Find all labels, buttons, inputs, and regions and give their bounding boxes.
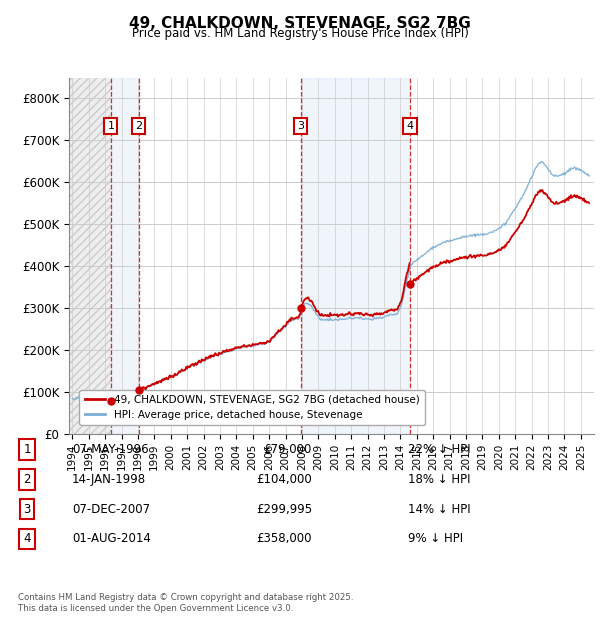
Text: 07-DEC-2007: 07-DEC-2007	[72, 503, 150, 515]
Text: 01-AUG-2014: 01-AUG-2014	[72, 533, 151, 545]
Text: 4: 4	[23, 533, 31, 545]
Text: 14% ↓ HPI: 14% ↓ HPI	[408, 503, 470, 515]
Text: 1: 1	[23, 443, 31, 456]
Text: 1: 1	[107, 121, 115, 131]
Text: 4: 4	[406, 121, 413, 131]
Bar	[301, 78, 410, 434]
Text: £79,000: £79,000	[263, 443, 312, 456]
Text: Price paid vs. HM Land Registry's House Price Index (HPI): Price paid vs. HM Land Registry's House …	[131, 27, 469, 40]
Text: £358,000: £358,000	[257, 533, 312, 545]
Text: 18% ↓ HPI: 18% ↓ HPI	[408, 473, 470, 485]
Text: £299,995: £299,995	[256, 503, 312, 515]
Text: 9% ↓ HPI: 9% ↓ HPI	[408, 533, 463, 545]
Text: 3: 3	[298, 121, 304, 131]
Text: £104,000: £104,000	[256, 473, 312, 485]
Text: 14-JAN-1998: 14-JAN-1998	[72, 473, 146, 485]
Legend: 49, CHALKDOWN, STEVENAGE, SG2 7BG (detached house), HPI: Average price, detached: 49, CHALKDOWN, STEVENAGE, SG2 7BG (detac…	[79, 389, 425, 425]
Text: 49, CHALKDOWN, STEVENAGE, SG2 7BG: 49, CHALKDOWN, STEVENAGE, SG2 7BG	[129, 16, 471, 30]
Text: 07-MAY-1996: 07-MAY-1996	[72, 443, 149, 456]
Text: 3: 3	[23, 503, 31, 515]
Text: 22% ↓ HPI: 22% ↓ HPI	[408, 443, 470, 456]
Bar	[69, 78, 111, 434]
Text: 2: 2	[135, 121, 142, 131]
Text: Contains HM Land Registry data © Crown copyright and database right 2025.
This d: Contains HM Land Registry data © Crown c…	[18, 593, 353, 613]
Text: 2: 2	[23, 473, 31, 485]
Bar	[111, 78, 139, 434]
